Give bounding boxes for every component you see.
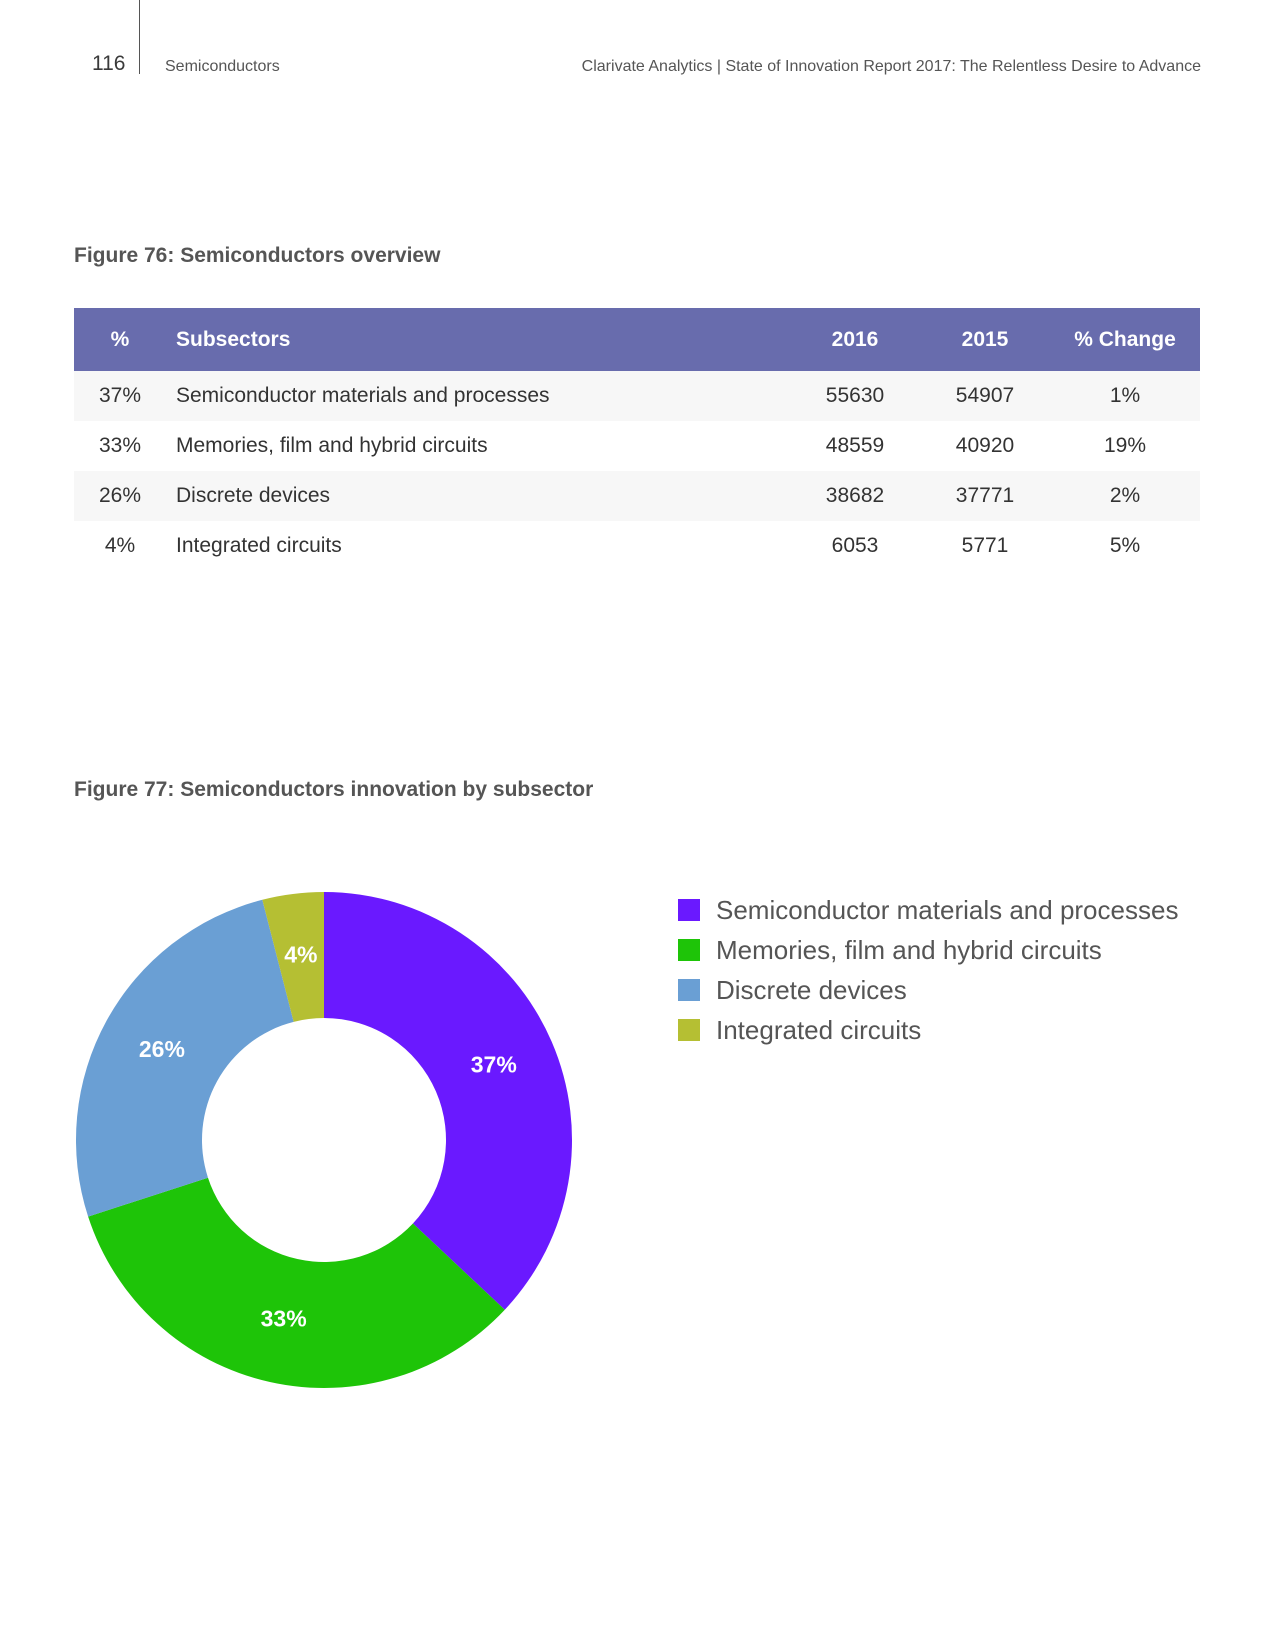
cell-subsector: Integrated circuits [176, 534, 342, 557]
cell-pct: 26% [74, 471, 166, 521]
figure-76-title: Figure 76: Semiconductors overview [74, 244, 441, 267]
cell-change: 2% [1050, 471, 1200, 521]
figure-77-title: Figure 77: Semiconductors innovation by … [74, 778, 594, 801]
cell-2016: 6053 [831, 534, 879, 557]
legend-label: Memories, film and hybrid circuits [716, 934, 1102, 965]
donut-slice [75, 899, 294, 1217]
table-header-row: % Subsectors 2016 2015 % Change [74, 308, 1200, 371]
cell-pct: 4% [104, 534, 136, 557]
table-row: 26% Discrete devices 38682 37771 2% [74, 471, 1200, 521]
legend-swatch [678, 979, 700, 1001]
donut-chart: 37% 33% 26% 4% [75, 892, 572, 1388]
cell-change: 19% [1103, 434, 1147, 457]
cell-2016: 55630 [790, 371, 920, 421]
slice-data-label: 4% [284, 942, 317, 968]
legend-label: Discrete devices [716, 974, 907, 1005]
cell-subsector: Discrete devices [166, 471, 790, 521]
legend-item: Semiconductor materials and processes [678, 890, 1178, 930]
legend-swatch [678, 1019, 700, 1041]
legend-item: Integrated circuits [678, 1010, 1178, 1050]
cell-2015: 37771 [920, 471, 1050, 521]
legend-swatch [678, 899, 700, 921]
cell-change: 1% [1050, 371, 1200, 421]
legend-swatch [678, 939, 700, 961]
slice-data-label: 37% [471, 1052, 517, 1078]
donut-slice [324, 892, 572, 1310]
chart-legend: Semiconductor materials and processes Me… [678, 890, 1178, 1050]
slice-data-label: 26% [139, 1036, 185, 1062]
legend-item: Discrete devices [678, 970, 1178, 1010]
header-divider [139, 0, 140, 74]
table-row: 4% Integrated circuits 6053 5771 5% [74, 521, 1200, 571]
col-header-subsectors: Subsectors [166, 308, 790, 371]
legend-label: Integrated circuits [716, 1014, 922, 1045]
table-row: 33% Memories, film and hybrid circuits 4… [74, 421, 1200, 471]
col-header-change: % Change [1050, 308, 1200, 371]
cell-pct: 37% [74, 371, 166, 421]
section-name: Semiconductors [165, 58, 280, 75]
table-row: 37% Semiconductor materials and processe… [74, 371, 1200, 421]
overview-table: % Subsectors 2016 2015 % Change 37% Semi… [74, 308, 1200, 571]
donut-slice [88, 1177, 505, 1388]
cell-change: 5% [1109, 534, 1141, 557]
cell-2015: 5771 [961, 534, 1009, 557]
legend-item: Memories, film and hybrid circuits [678, 930, 1178, 970]
cell-2016: 38682 [790, 471, 920, 521]
col-header-pct: % [74, 308, 166, 371]
cell-pct: 33% [98, 434, 142, 457]
col-header-2016: 2016 [790, 308, 920, 371]
page-number: 116 [92, 52, 126, 75]
legend-label: Semiconductor materials and processes [716, 894, 1179, 925]
slice-data-label: 33% [261, 1306, 307, 1332]
donut-slice [262, 892, 324, 1022]
cell-2015: 40920 [955, 434, 1015, 457]
cell-2016: 48559 [825, 434, 885, 457]
cell-2015: 54907 [920, 371, 1050, 421]
cell-subsector: Memories, film and hybrid circuits [176, 434, 488, 457]
cell-subsector: Semiconductor materials and processes [166, 371, 790, 421]
col-header-2015: 2015 [920, 308, 1050, 371]
report-title: Clarivate Analytics | State of Innovatio… [581, 58, 1201, 75]
